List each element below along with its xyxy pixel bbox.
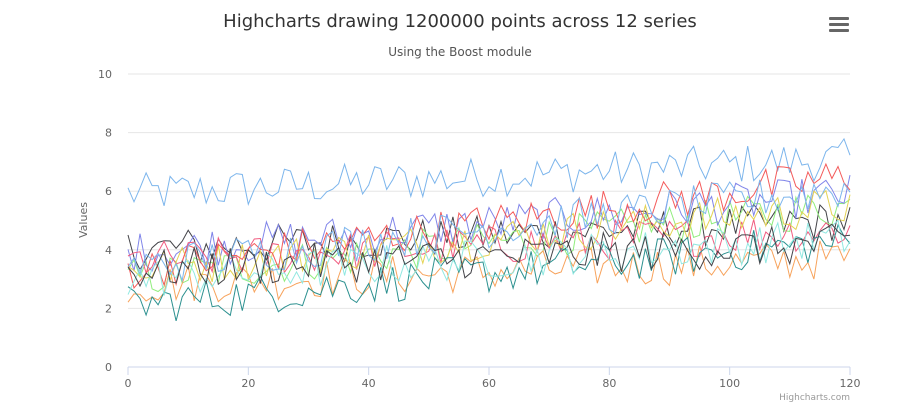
series-line — [127, 174, 851, 272]
y-tick-label: 8 — [105, 127, 112, 140]
y-tick-label: 4 — [105, 244, 112, 257]
y-tick-label: 10 — [98, 68, 112, 81]
chart-title: Highcharts drawing 1200000 points across… — [223, 11, 697, 32]
x-tick-label: 60 — [482, 377, 496, 390]
y-tick-label: 2 — [105, 302, 112, 315]
x-tick-label: 40 — [362, 377, 376, 390]
y-tick-label: 6 — [105, 185, 112, 198]
x-tick-label: 20 — [241, 377, 255, 390]
plot-series — [127, 137, 851, 322]
y-tick-label: 0 — [105, 361, 112, 374]
x-tick-label: 80 — [602, 377, 616, 390]
series-line — [127, 189, 851, 283]
menu-bar — [829, 23, 849, 26]
series-line — [127, 162, 851, 289]
series-line — [127, 223, 851, 288]
series-line — [127, 219, 851, 296]
series-line — [127, 179, 851, 283]
series-line — [127, 137, 851, 206]
x-tick-label: 100 — [719, 377, 740, 390]
x-tick-label: 120 — [840, 377, 861, 390]
y-axis-ticks: 0 2 4 6 8 10 — [98, 68, 112, 374]
x-tick-label: 0 — [125, 377, 132, 390]
x-axis-ticks: 0 20 40 60 80 100 120 — [125, 366, 861, 390]
chart-subtitle: Using the Boost module — [388, 45, 532, 59]
credits-link[interactable]: Highcharts.com — [779, 393, 850, 403]
menu-bar — [829, 29, 849, 32]
menu-bar — [829, 17, 849, 20]
series-line — [127, 240, 851, 303]
series-line — [127, 194, 851, 293]
hamburger-icon[interactable] — [826, 14, 852, 38]
y-axis-label: Values — [77, 202, 90, 238]
series-line — [127, 203, 851, 271]
